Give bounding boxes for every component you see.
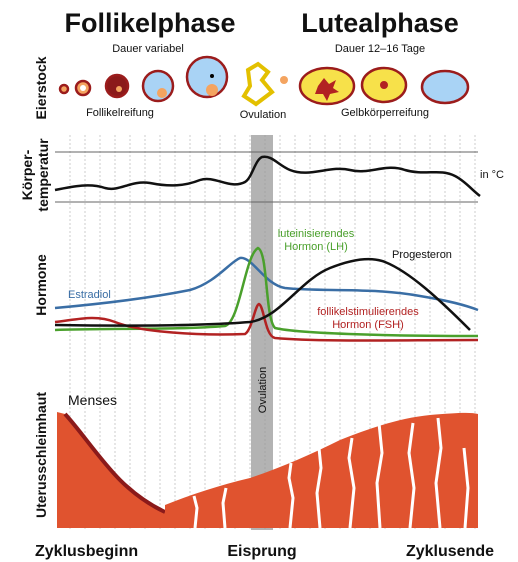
band-label: Ovulation bbox=[257, 367, 269, 413]
ovulation-band bbox=[251, 135, 273, 530]
phase-subtitle: Dauer 12–16 Tage bbox=[335, 43, 425, 55]
temperature-curve bbox=[54, 155, 481, 197]
ovary-icons bbox=[58, 55, 470, 107]
annotation: Gelbkörperreifung bbox=[341, 107, 429, 119]
row-label: Hormone bbox=[33, 254, 49, 316]
curve-label: follikelstimulierendes bbox=[317, 306, 419, 318]
phase-title: Lutealphase bbox=[301, 8, 459, 38]
row-label: Eierstock bbox=[33, 56, 49, 119]
row-label: Körper- bbox=[19, 149, 35, 200]
annotation: Ovulation bbox=[240, 109, 286, 121]
menses-tissue bbox=[57, 412, 165, 528]
unit-label: in °C bbox=[480, 169, 504, 181]
fsh-curve bbox=[54, 302, 479, 342]
menses-edge bbox=[63, 412, 166, 514]
footer-label: Zyklusbeginn bbox=[35, 543, 138, 560]
curve-label: luteinisierendes bbox=[278, 228, 355, 240]
curve-label: Progesteron bbox=[392, 249, 452, 261]
annotation: Menses bbox=[68, 392, 117, 408]
lh-curve bbox=[54, 246, 479, 338]
phase-title: Follikelphase bbox=[64, 8, 235, 38]
progesterone-curve bbox=[54, 257, 471, 331]
curve-label: Estradiol bbox=[68, 289, 111, 301]
phase-subtitle: Dauer variabel bbox=[112, 43, 184, 55]
row-label: temperatur bbox=[35, 138, 51, 212]
row-label: Uterusschleimhaut bbox=[33, 392, 49, 518]
estradiol-curve bbox=[54, 256, 479, 312]
footer-label: Eisprung bbox=[227, 543, 296, 560]
footer-label: Zyklusende bbox=[406, 543, 494, 560]
curve-label: Hormon (FSH) bbox=[332, 319, 404, 331]
annotation: Follikelreifung bbox=[86, 107, 154, 119]
curve-label: Hormon (LH) bbox=[284, 241, 348, 253]
glands bbox=[192, 417, 470, 529]
